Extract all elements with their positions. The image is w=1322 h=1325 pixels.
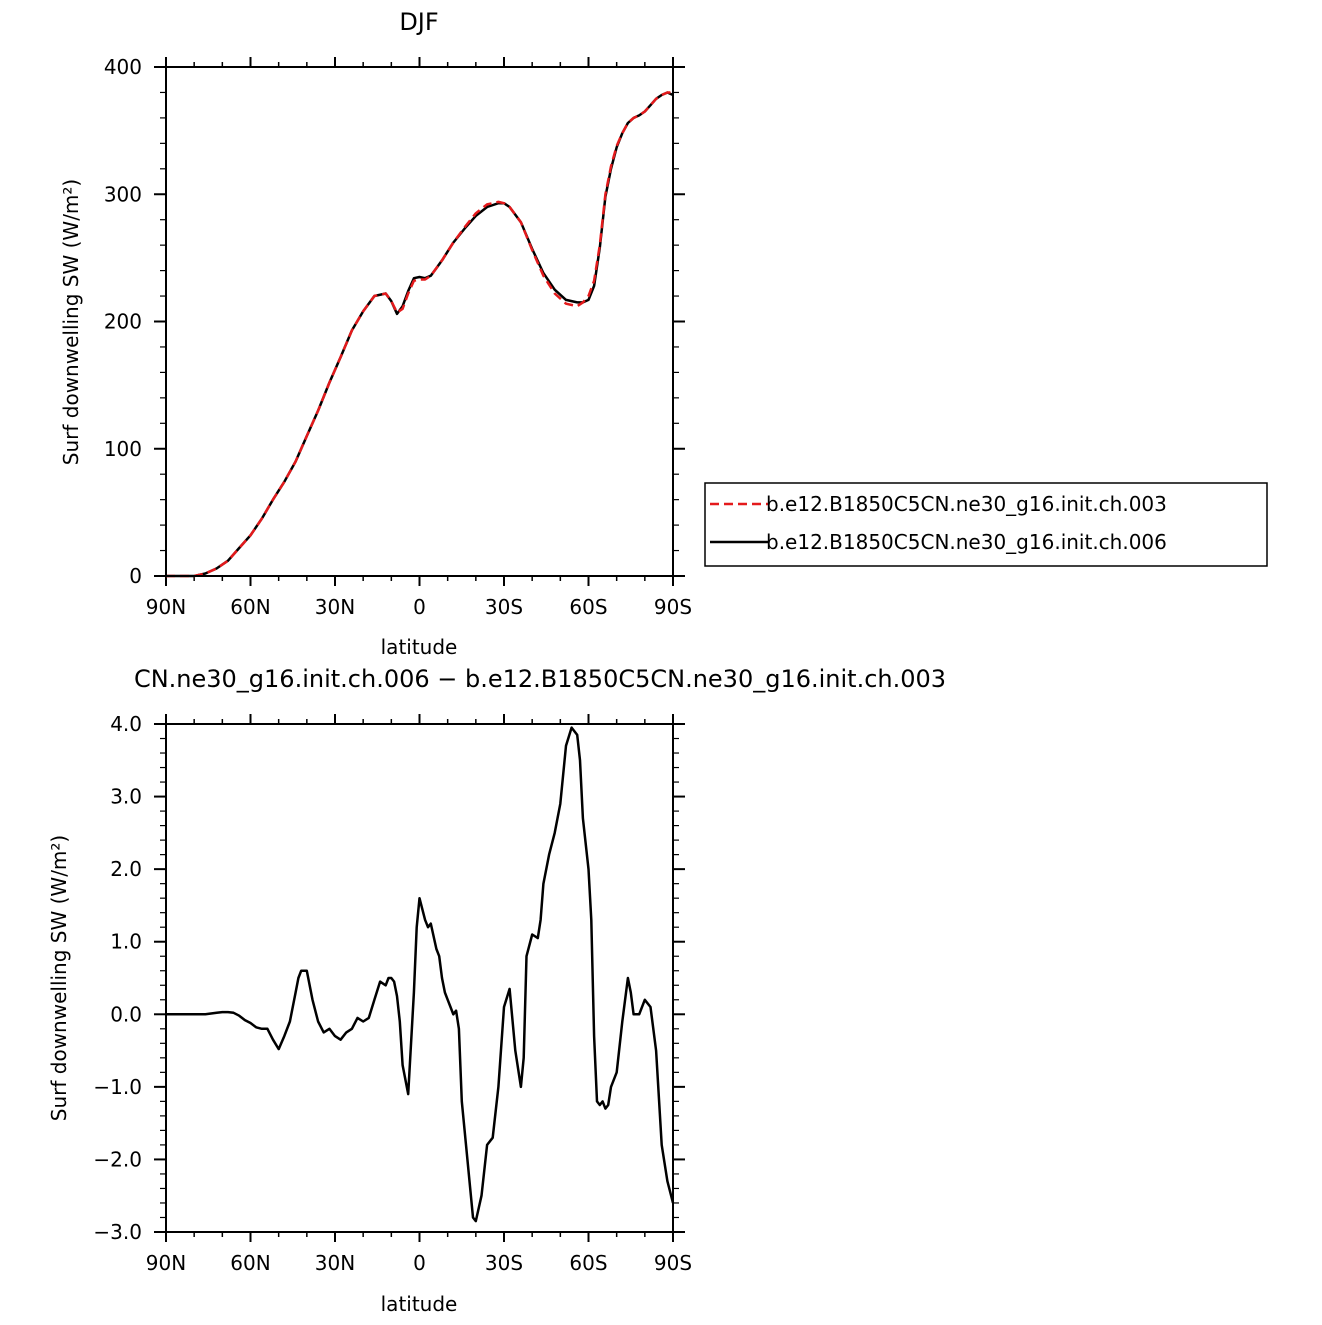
bottom-y-tick-label: 2.0: [110, 857, 142, 881]
bottom-series-lines: [166, 726, 675, 1223]
bottom-x-tick-label: 30N: [315, 1251, 355, 1275]
top-x-tick-label: 30N: [315, 595, 355, 619]
bottom-series-line-1: [166, 726, 675, 1223]
bottom-y-tick-label: −1.0: [93, 1075, 142, 1099]
bottom-x-axis-label: latitude: [381, 1292, 458, 1316]
bottom-x-tick-label: 90N: [146, 1251, 186, 1275]
bottom-x-tick-label: 90S: [654, 1251, 692, 1275]
bottom-x-tick-label: 30S: [485, 1251, 523, 1275]
bottom-x-tick-label: 60N: [230, 1251, 270, 1275]
top-y-tick-label: 200: [104, 310, 142, 334]
top-x-axis-label: latitude: [381, 635, 458, 659]
bottom-y-tick-label: 0.0: [110, 1002, 142, 1026]
bottom-plot-frame: [165, 723, 674, 1233]
top-x-tick-label: 60N: [230, 595, 270, 619]
top-x-tick-label: 0: [413, 595, 426, 619]
bottom-x-tick-label: 60S: [569, 1251, 607, 1275]
top-x-tick-label: 90N: [146, 595, 186, 619]
top-y-tick-label: 400: [104, 55, 142, 79]
top-series-line-2: [166, 91, 674, 578]
bottom-y-tick-label: 3.0: [110, 785, 142, 809]
legend: b.e12.B1850C5CN.ne30_g16.init.ch.003 b.e…: [704, 482, 1268, 567]
bottom-y-axis-label: Surf downwelling SW (W/m²): [47, 835, 71, 1121]
top-chart-title: DJF: [399, 8, 438, 36]
legend-label-003: b.e12.B1850C5CN.ne30_g16.init.ch.003: [766, 492, 1167, 516]
legend-box: [704, 482, 1268, 567]
bottom-panel: CN.ne30_g16.init.ch.006 − b.e12.B1850C5C…: [47, 665, 946, 1316]
top-series-line-1: [166, 91, 673, 578]
top-panel: DJF 90N 60N 30N 0 30S 60S 90S 0 100 200 300 400 lat…: [59, 8, 1268, 659]
bottom-y-tick-label: 4.0: [110, 712, 142, 736]
top-x-tick-label: 90S: [654, 595, 692, 619]
bottom-y-tick-label: −2.0: [93, 1147, 142, 1171]
top-axis-ticks: 90N 60N 30N 0 30S 60S 90S 0 100 200 300 400: [104, 55, 692, 619]
bottom-chart-title: CN.ne30_g16.init.ch.006 − b.e12.B1850C5C…: [134, 665, 946, 693]
legend-label-006: b.e12.B1850C5CN.ne30_g16.init.ch.006: [766, 530, 1167, 554]
top-x-tick-label: 30S: [485, 595, 523, 619]
top-y-tick-label: 0: [129, 564, 142, 588]
bottom-axis-ticks: 90N 60N 30N 0 30S 60S 90S −3.0 −2.0 −1.0 0.0 1.0 2.0…: [93, 712, 692, 1275]
top-y-tick-label: 100: [104, 437, 142, 461]
top-x-tick-label: 60S: [569, 595, 607, 619]
bottom-x-tick-label: 0: [413, 1251, 426, 1275]
bottom-y-tick-label: −3.0: [93, 1220, 142, 1244]
top-plot-frame: [165, 66, 674, 577]
bottom-y-tick-label: 1.0: [110, 930, 142, 954]
top-series-lines: [166, 91, 674, 578]
top-y-tick-label: 300: [104, 182, 142, 206]
top-y-axis-label: Surf downwelling SW (W/m²): [59, 179, 83, 465]
